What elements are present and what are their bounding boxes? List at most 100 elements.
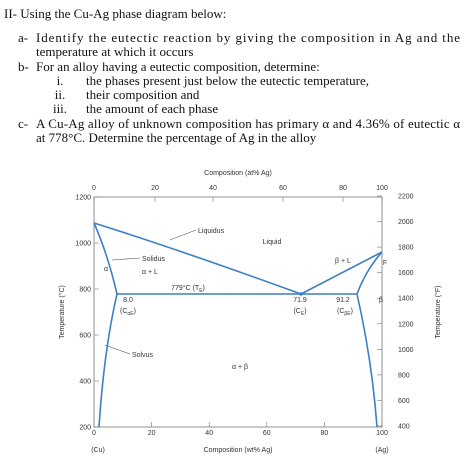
part-label: ii. — [55, 87, 65, 102]
left-tick-label: 1200 — [75, 195, 91, 202]
part-text: the phases present just below the eutect… — [86, 73, 369, 88]
label-text: α + L — [142, 269, 158, 276]
right-tick-label: 1800 — [398, 245, 414, 252]
label-text: (C — [293, 308, 300, 315]
plot-frame — [93, 196, 383, 428]
left-axis-title: Temperature (°C) — [58, 285, 66, 339]
top-tick-label: 100 — [376, 185, 388, 192]
region-label: α + L — [142, 269, 158, 276]
region-label: F — [383, 260, 387, 267]
end-label: (Ag) — [375, 447, 388, 454]
region-label: 91.2 — [336, 297, 350, 304]
region-label: Liquidus — [198, 228, 225, 235]
bottom-tick-label: 80 — [321, 430, 329, 437]
region-label: Solidus — [142, 256, 165, 263]
label-text: Solidus — [142, 256, 165, 263]
left-tick-label: 800 — [79, 287, 91, 294]
part-label: i. — [57, 73, 64, 88]
question-text: temperature at which it occurs — [36, 44, 193, 59]
right-tick-label: 1000 — [398, 347, 414, 354]
left-tick-label: 400 — [79, 379, 91, 386]
question-label: a- — [18, 30, 28, 45]
leader — [169, 229, 197, 241]
top-tick-label: 20 — [151, 185, 159, 192]
question-text: A Cu-Ag alloy of unknown composition has… — [36, 116, 460, 131]
end-label: (Cu) — [91, 447, 105, 454]
left-tick-label: 600 — [79, 333, 91, 340]
region-label: (CE) — [293, 308, 306, 317]
left-tick-label: 1000 — [75, 241, 91, 248]
label-tail: ) — [304, 308, 306, 315]
region-label: (CαE) — [120, 308, 136, 317]
region-label: (CβE) — [337, 308, 353, 317]
label-text: β — [379, 297, 383, 304]
label-subscript: E — [199, 288, 203, 294]
label-text: (C — [337, 308, 344, 315]
label-subscript: βE — [344, 311, 351, 317]
top-tick-label: 40 — [209, 185, 217, 192]
label-text: β + L — [335, 258, 351, 265]
bottom-tick-label: 60 — [263, 430, 271, 437]
region-label: 8.0 — [123, 297, 133, 304]
bottom-tick-label: 0 — [92, 430, 96, 437]
right-tick-label: 800 — [398, 372, 410, 379]
top-tick-label: 60 — [279, 185, 287, 192]
label-text: 779°C (T — [171, 284, 200, 292]
label-tail: ) — [203, 285, 205, 292]
part-text: their composition and — [86, 87, 200, 102]
top-tick-label: 0 — [92, 185, 96, 192]
question-text: at 778°C. Determine the percentage of Ag… — [36, 130, 317, 145]
label-text: Solvus — [132, 352, 154, 359]
label-text: (C — [120, 308, 127, 315]
region-label: β — [379, 297, 383, 304]
region-label: α + β — [232, 364, 248, 371]
liquidus-right — [300, 251, 383, 295]
label-text: 71.9 — [293, 297, 307, 304]
question-label: c- — [18, 116, 28, 131]
right-tick-label: 1400 — [398, 296, 414, 303]
label-subscript: E — [301, 311, 305, 317]
liquidus-left — [93, 222, 302, 295]
region-label: Solvus — [132, 352, 154, 359]
region-label: 779°C (TE) — [171, 284, 205, 294]
bottom-tick-label: 20 — [148, 430, 156, 437]
question-text: Identify the eutectic reaction by giving… — [36, 30, 460, 45]
region-label: α — [104, 266, 108, 273]
right-tick-label: 2200 — [398, 193, 414, 200]
solvus-alpha — [98, 293, 118, 428]
label-text: Liquid — [263, 239, 282, 246]
eutectic-point — [299, 292, 303, 296]
right-tick-label: 600 — [398, 398, 410, 405]
question-text: For an alloy having a eutectic compositi… — [36, 59, 320, 74]
bottom-tick-label: 40 — [205, 430, 213, 437]
part-label: iii. — [53, 101, 67, 116]
solvus-beta — [356, 293, 378, 428]
top-axis-title: Composition (at% Ag) — [204, 170, 272, 177]
right-tick-label: 1200 — [398, 321, 414, 328]
region-label: 71.9 — [293, 297, 307, 304]
label-text: α + β — [232, 364, 248, 371]
bottom-axis-title: Composition (wt% Ag) — [204, 447, 273, 454]
label-tail: ) — [134, 308, 136, 315]
region-label: Liquid — [263, 239, 282, 246]
right-tick-label: 2000 — [398, 219, 414, 226]
right-tick-label: 1600 — [398, 270, 414, 277]
question-label: b- — [18, 59, 29, 74]
right-axis-title: Temperature (°F) — [434, 286, 442, 339]
label-subscript: αE — [127, 311, 134, 317]
label-tail: ) — [351, 308, 353, 315]
leader — [104, 344, 131, 355]
region-label: β + L — [335, 258, 351, 265]
left-tick-label: 200 — [79, 425, 91, 432]
leader — [111, 257, 141, 261]
label-text: Liquidus — [198, 228, 225, 235]
part-text: the amount of each phase — [86, 101, 218, 116]
label-text: 8.0 — [123, 297, 133, 304]
solidus-alpha — [93, 222, 118, 295]
top-tick-label: 80 — [339, 185, 347, 192]
label-text: 91.2 — [336, 297, 350, 304]
label-text: α — [104, 266, 108, 273]
bottom-tick-label: 100 — [376, 430, 388, 437]
